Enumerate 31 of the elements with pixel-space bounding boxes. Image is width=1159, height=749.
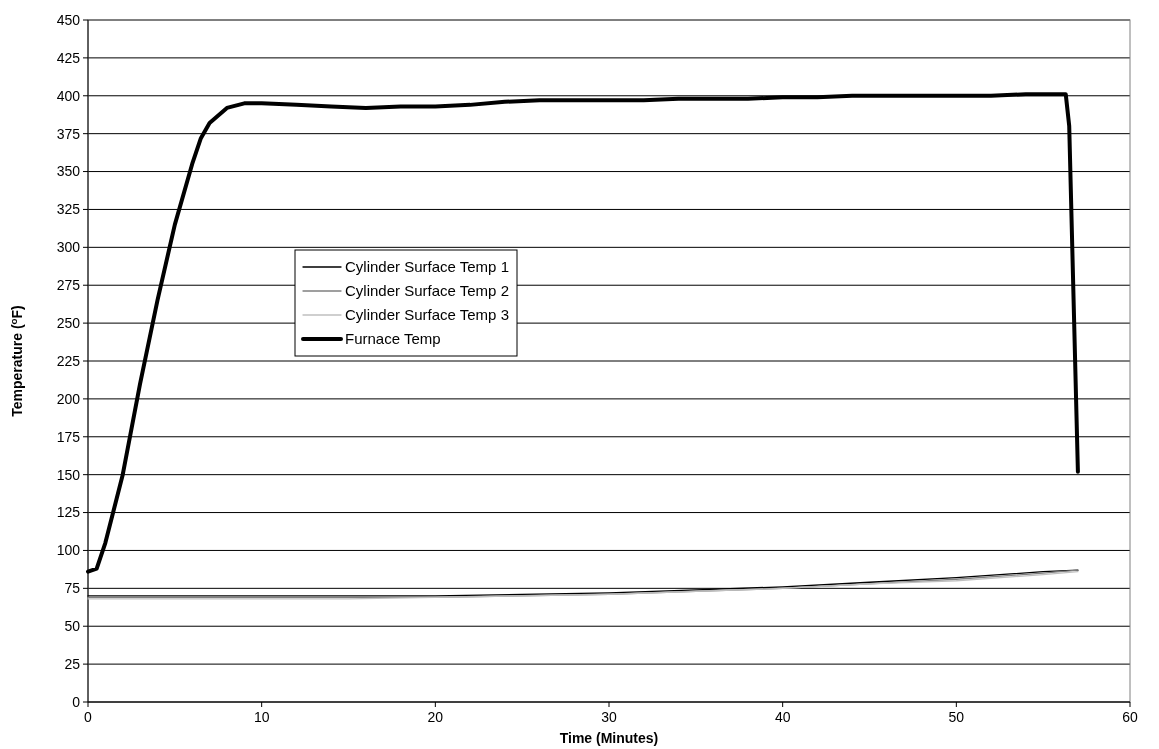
x-axis-title: Time (Minutes)	[559, 730, 659, 746]
y-tick-label: 425	[56, 49, 81, 66]
y-tick-label: 75	[64, 580, 81, 597]
legend-label: Furnace Temp	[345, 330, 441, 348]
y-tick-label: 325	[56, 201, 81, 218]
x-tick-label: 40	[774, 709, 791, 725]
y-tick-label: 200	[56, 390, 81, 407]
y-tick-label: 400	[56, 87, 81, 104]
y-tick-label: 450	[56, 11, 81, 28]
legend-label: Cylinder Surface Temp 2	[345, 282, 509, 300]
y-tick-label: 0	[72, 693, 81, 710]
legend-label: Cylinder Surface Temp 3	[345, 306, 509, 324]
y-tick-label: 100	[56, 542, 81, 559]
y-tick-label: 25	[64, 656, 81, 673]
y-tick-label: 250	[56, 315, 81, 332]
x-tick-label: 30	[601, 709, 617, 725]
y-tick-label: 225	[56, 352, 81, 369]
y-tick-label: 275	[56, 277, 81, 294]
x-tick-label: 0	[84, 709, 93, 725]
x-tick-label: 60	[1122, 709, 1138, 725]
y-tick-label: 350	[56, 163, 81, 180]
legend-label: Cylinder Surface Temp 1	[345, 258, 509, 276]
y-tick-label: 375	[56, 125, 81, 142]
x-tick-label: 20	[427, 709, 444, 725]
y-tick-label: 150	[56, 466, 81, 483]
y-tick-label: 175	[56, 428, 81, 445]
y-tick-label: 50	[64, 618, 81, 635]
x-tick-label: 10	[253, 709, 270, 725]
x-tick-label: 50	[948, 709, 965, 725]
y-tick-label: 125	[56, 504, 81, 521]
y-tick-label: 300	[56, 239, 81, 256]
